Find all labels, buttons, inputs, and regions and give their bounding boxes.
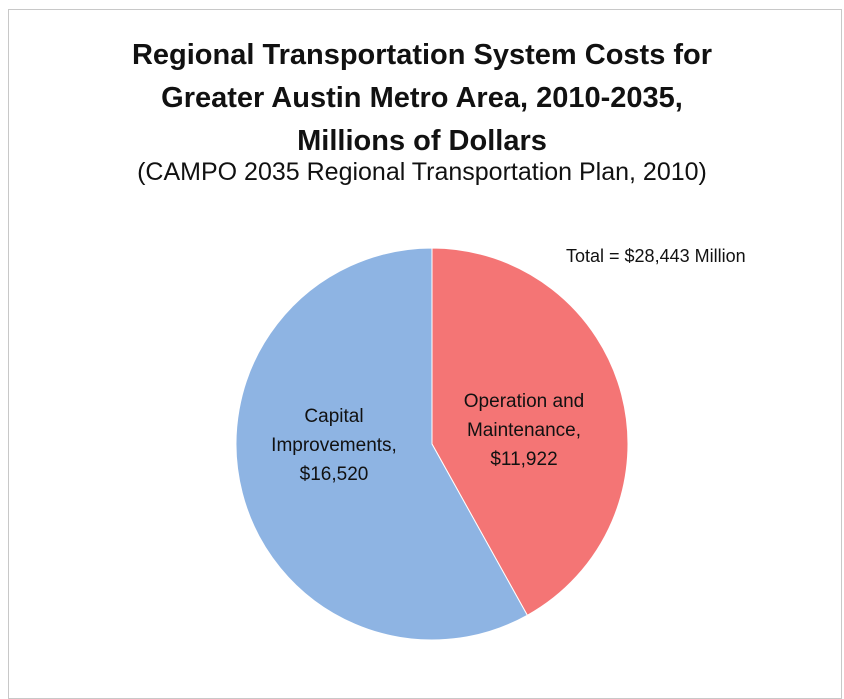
slice-label-line: Maintenance, xyxy=(467,420,581,441)
chart-subtitle: (CAMPO 2035 Regional Transportation Plan… xyxy=(137,158,707,186)
total-annotation: Total = $28,443 Million xyxy=(566,246,746,266)
slice-label-line: Improvements, xyxy=(271,435,397,456)
chart-title: Regional Transportation System Costs for… xyxy=(0,34,844,163)
pie-slice-operation-and-maintenance xyxy=(431,247,629,616)
slice-label-line: Capital xyxy=(304,406,363,427)
chart-title-line-2: Greater Austin Metro Area, 2010-2035, xyxy=(161,82,683,114)
slice-label-line: Operation and xyxy=(464,391,584,412)
slice-label-capital-improvements: Capital Improvements, $16,520 xyxy=(271,406,397,485)
slice-label-operation-and-maintenance: Operation and Maintenance, $11,922 xyxy=(464,391,584,470)
chart-title-line-3: Millions of Dollars xyxy=(297,125,547,157)
pie-slice-capital-improvements xyxy=(235,247,528,641)
slice-label-line: $16,520 xyxy=(300,464,369,485)
slice-label-line: $11,922 xyxy=(490,449,557,470)
chart-title-line-1: Regional Transportation System Costs for xyxy=(131,39,713,71)
